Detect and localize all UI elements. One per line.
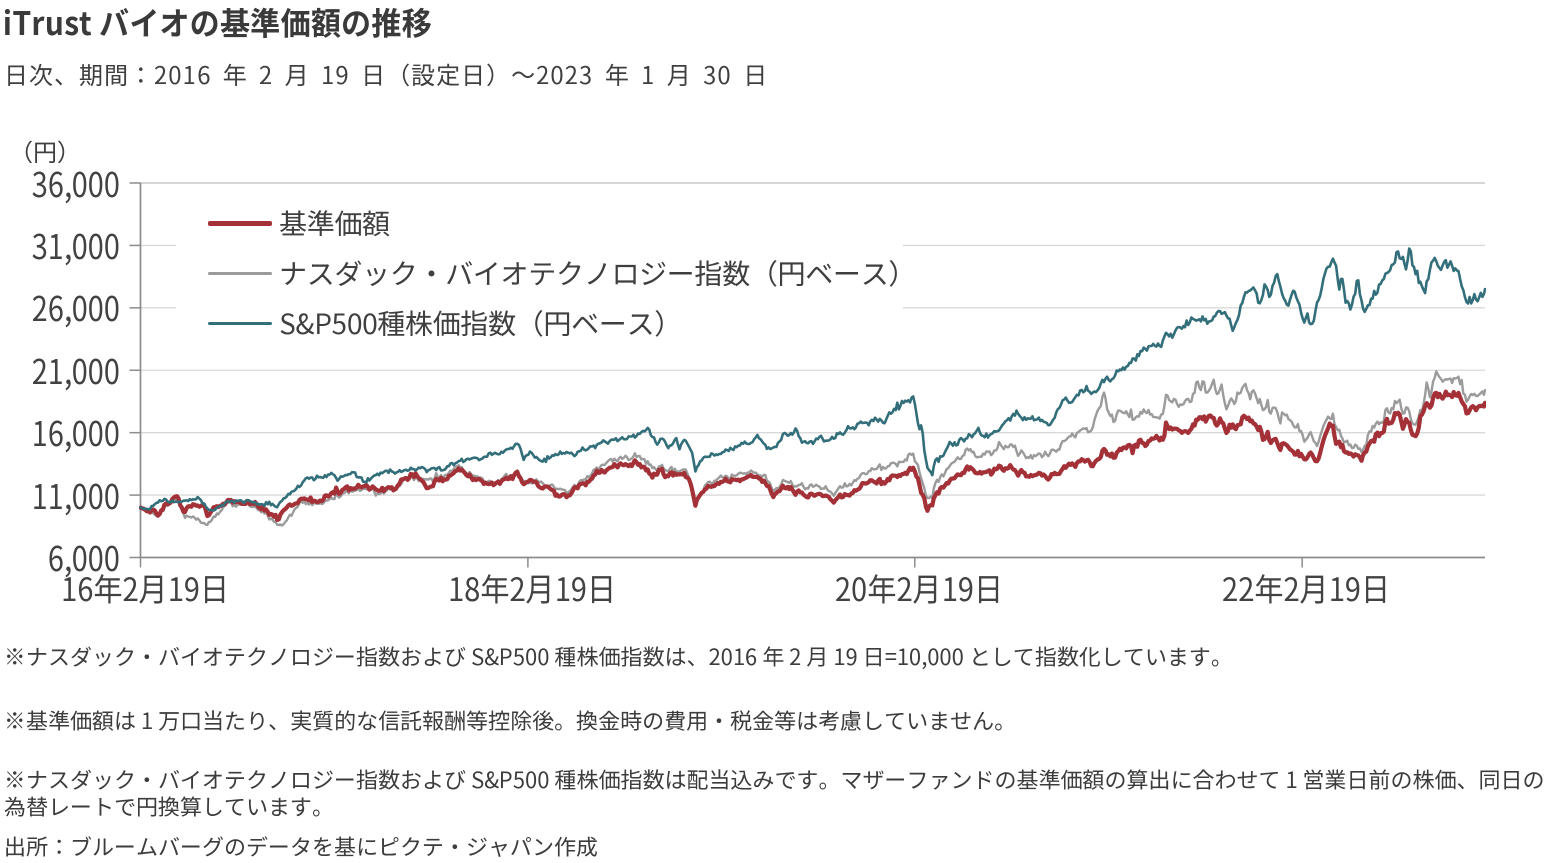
x-tick-label: 18年2月19日 (447, 565, 616, 611)
y-tick-label: 11,000 (31, 469, 121, 519)
legend-item: 基準価額 (176, 198, 903, 248)
footnote: ※ナスダック・バイオテクノロジー指数および S&P500 種株価指数は配当込みで… (4, 766, 1545, 819)
chart-title: iTrust バイオの基準価額の推移 (3, 0, 432, 45)
series-line-S&P500種株価指数（円ベース） (139, 247, 1486, 512)
footnote-line: 為替レートで円換算しています。 (4, 789, 335, 822)
footnote-line: ※ナスダック・バイオテクノロジー指数および S&P500 種株価指数は配当込みで… (4, 763, 1545, 795)
y-tick-label: 16,000 (31, 407, 121, 457)
y-tick-label: 21,000 (31, 344, 121, 394)
legend-item: S&P500種株価指数（円ベース） (176, 298, 903, 348)
x-tick-label: 20年2月19日 (834, 565, 1003, 611)
legend-item: ナスダック・バイオテクノロジー指数（円ベース） (176, 248, 916, 298)
legend-line-swatch (208, 220, 272, 226)
legend-line-swatch (208, 321, 272, 325)
footnote-line: 出所：ブルームバーグのデータを基にピクテ・ジャパン作成 (4, 830, 599, 862)
legend-line-swatch (208, 271, 272, 275)
y-axis-unit-label: （円） (9, 133, 81, 168)
y-tick-label: 6,000 (47, 532, 120, 581)
footnote-line: ※ナスダック・バイオテクノロジー指数および S&P500 種株価指数は、2016… (4, 640, 1233, 672)
footnote: 出所：ブルームバーグのデータを基にピクテ・ジャパン作成 (4, 833, 598, 860)
y-tick-label: 26,000 (31, 282, 121, 332)
legend: 基準価額ナスダック・バイオテクノロジー指数（円ベース） S&P500種株価指数（円… (176, 198, 916, 348)
legend-label: S&P500種株価指数（円ベース） (279, 303, 682, 343)
axes (129, 182, 1485, 568)
footnote: ※基準価額は 1 万口当たり、実質的な信託報酬等控除後。換金時の費用・税金等は考… (4, 707, 1016, 734)
footnote: ※ナスダック・バイオテクノロジー指数および S&P500 種株価指数は、2016… (4, 643, 1233, 670)
series-line-ナスダック・バイオテクノロジー指数（円ベース） (139, 370, 1486, 527)
chart-subtitle: 日次、期間：2016 年 2 月 19 日（設定日）～2023 年 1 月 30… (4, 56, 769, 91)
y-tick-label: 36,000 (31, 157, 121, 207)
series-line-基準価額 (139, 389, 1486, 522)
legend-label: 基準価額 (279, 203, 390, 243)
footnote-line: ※基準価額は 1 万口当たり、実質的な信託報酬等控除後。換金時の費用・税金等は考… (4, 704, 1017, 736)
legend-label: ナスダック・バイオテクノロジー指数（円ベース） (279, 253, 917, 293)
x-tick-label: 16年2月19日 (60, 565, 229, 611)
y-tick-label: 31,000 (31, 219, 121, 269)
x-tick-label: 22年2月19日 (1222, 565, 1391, 611)
